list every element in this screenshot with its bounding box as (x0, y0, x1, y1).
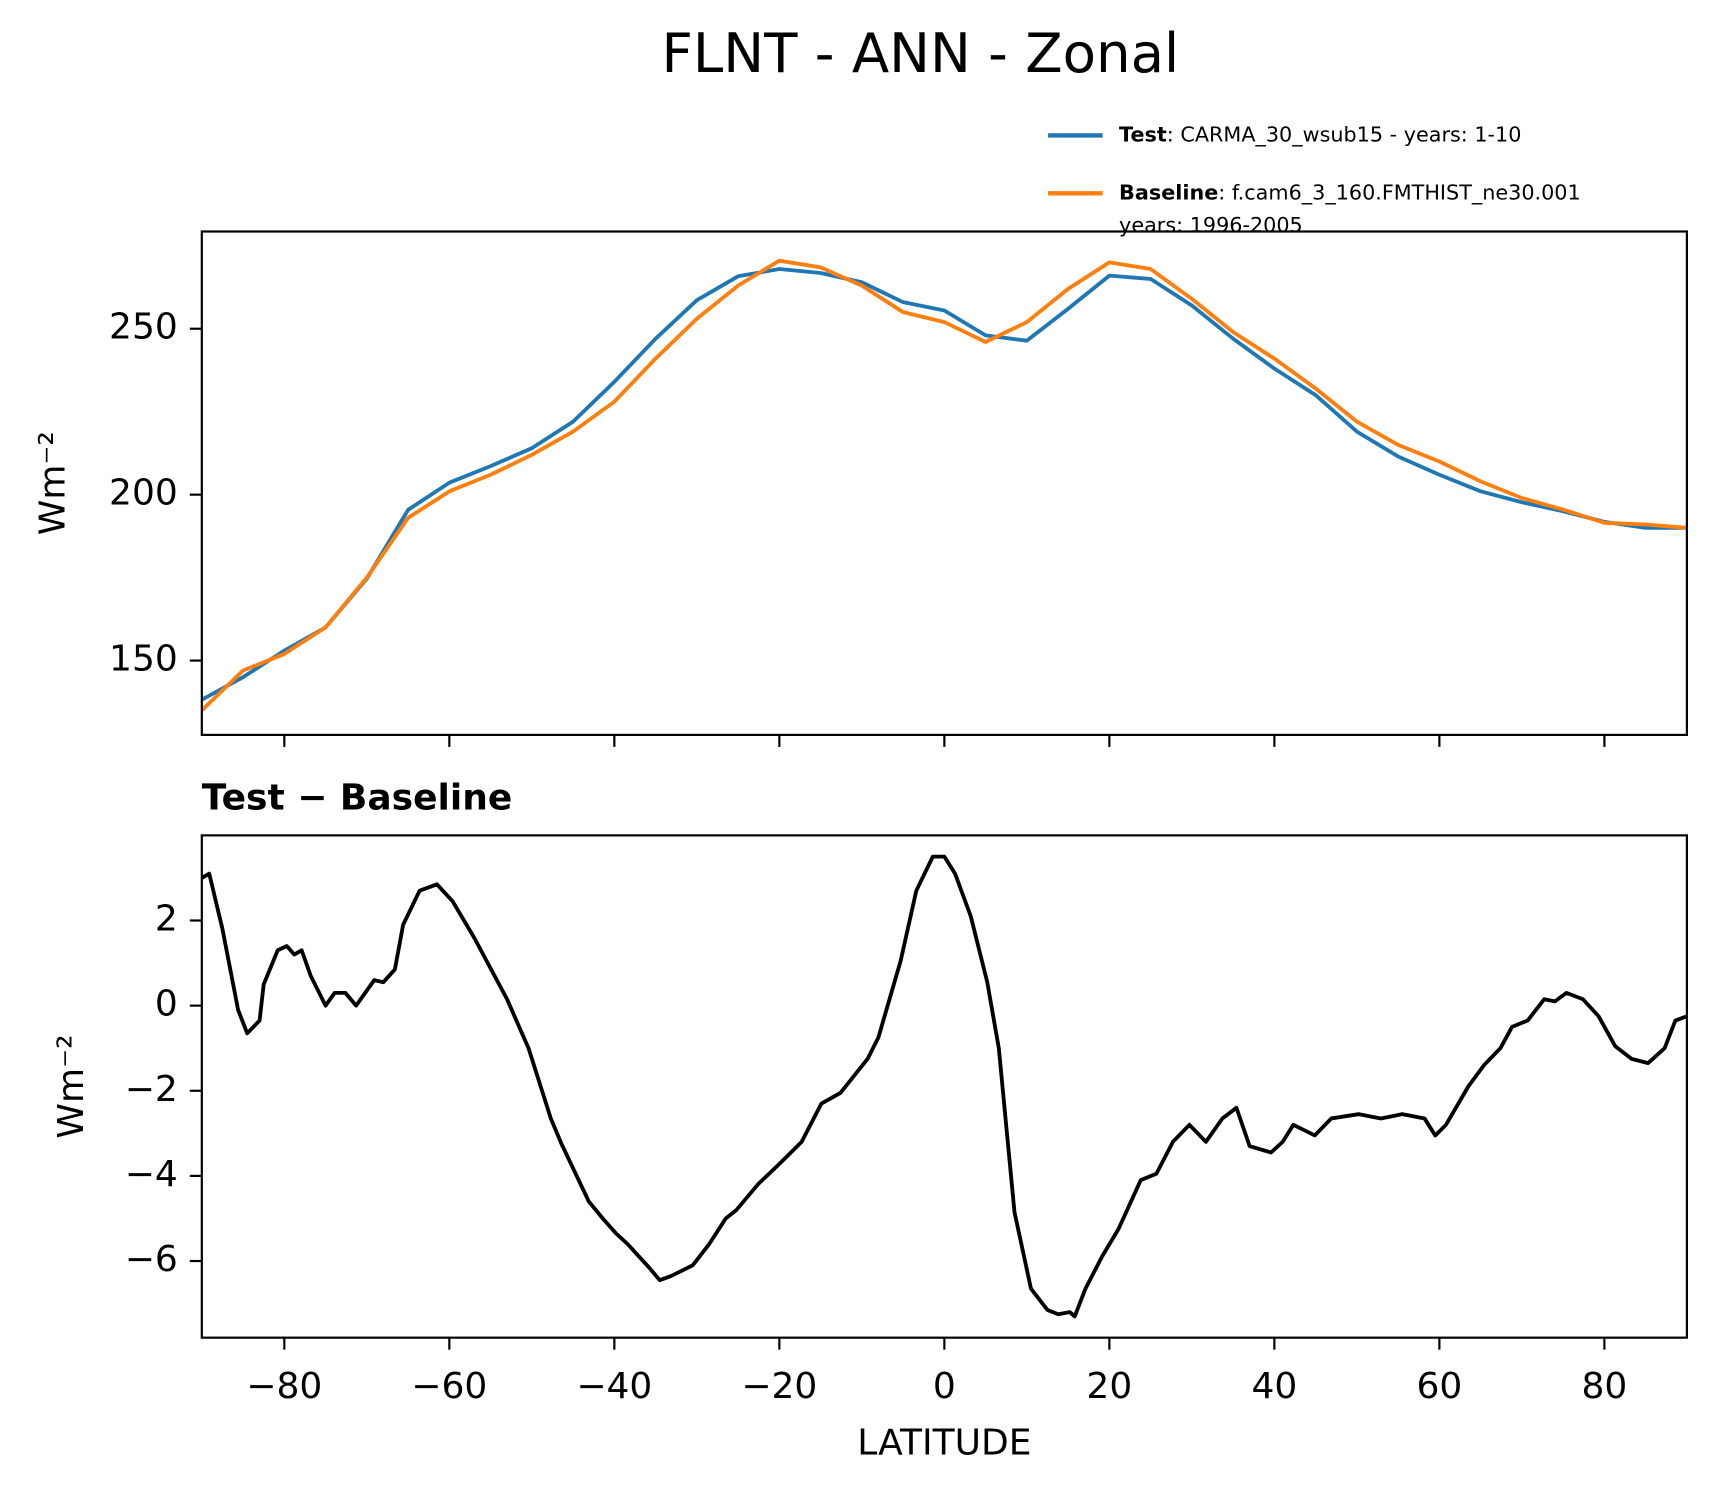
axes-title: Test − Baseline (202, 777, 513, 818)
y-axis-label: Wm⁻² (32, 431, 73, 535)
legend-entry: Baseline: f.cam6_3_160.FMTHIST_ne30.001 (1119, 180, 1581, 205)
series-line (201, 854, 1687, 1319)
series-line (201, 267, 1687, 702)
series-line (201, 258, 1687, 712)
x-tick-label: 20 (1086, 1366, 1132, 1407)
x-tick-label: −40 (576, 1366, 652, 1407)
x-tick-label: −60 (411, 1366, 487, 1407)
x-tick-label: −80 (246, 1366, 322, 1407)
x-tick-label: 60 (1416, 1366, 1462, 1407)
x-tick-label: 0 (933, 1366, 956, 1407)
y-tick-label: 150 (109, 639, 178, 680)
x-axis-label: LATITUDE (857, 1423, 1031, 1464)
x-tick-label: −20 (741, 1366, 817, 1407)
y-tick-label: −6 (125, 1239, 178, 1280)
x-tick-label: 40 (1251, 1366, 1297, 1407)
figure-title: FLNT - ANN - Zonal (661, 21, 1179, 85)
legend-entry: Test: CARMA_30_wsub15 - years: 1-10 (1119, 122, 1521, 147)
legend-text: years: 1996-2005 (1119, 213, 1303, 237)
legend-text: : CARMA_30_wsub15 - years: 1-10 (1167, 122, 1522, 147)
y-tick-label: −2 (125, 1069, 178, 1110)
y-tick-label: 2 (155, 898, 178, 939)
y-tick-label: 0 (155, 984, 178, 1025)
y-tick-label: 200 (109, 473, 178, 514)
legend-text: : f.cam6_3_160.FMTHIST_ne30.001 (1218, 180, 1580, 205)
y-tick-label: −4 (125, 1154, 178, 1195)
x-tick-label: 80 (1581, 1366, 1627, 1407)
axes-frame (200, 834, 1688, 1339)
legend-name: Baseline (1119, 180, 1218, 204)
y-axis-label: Wm⁻² (51, 1034, 92, 1138)
legend-name: Test (1119, 122, 1167, 146)
y-tick-label: 250 (109, 307, 178, 348)
